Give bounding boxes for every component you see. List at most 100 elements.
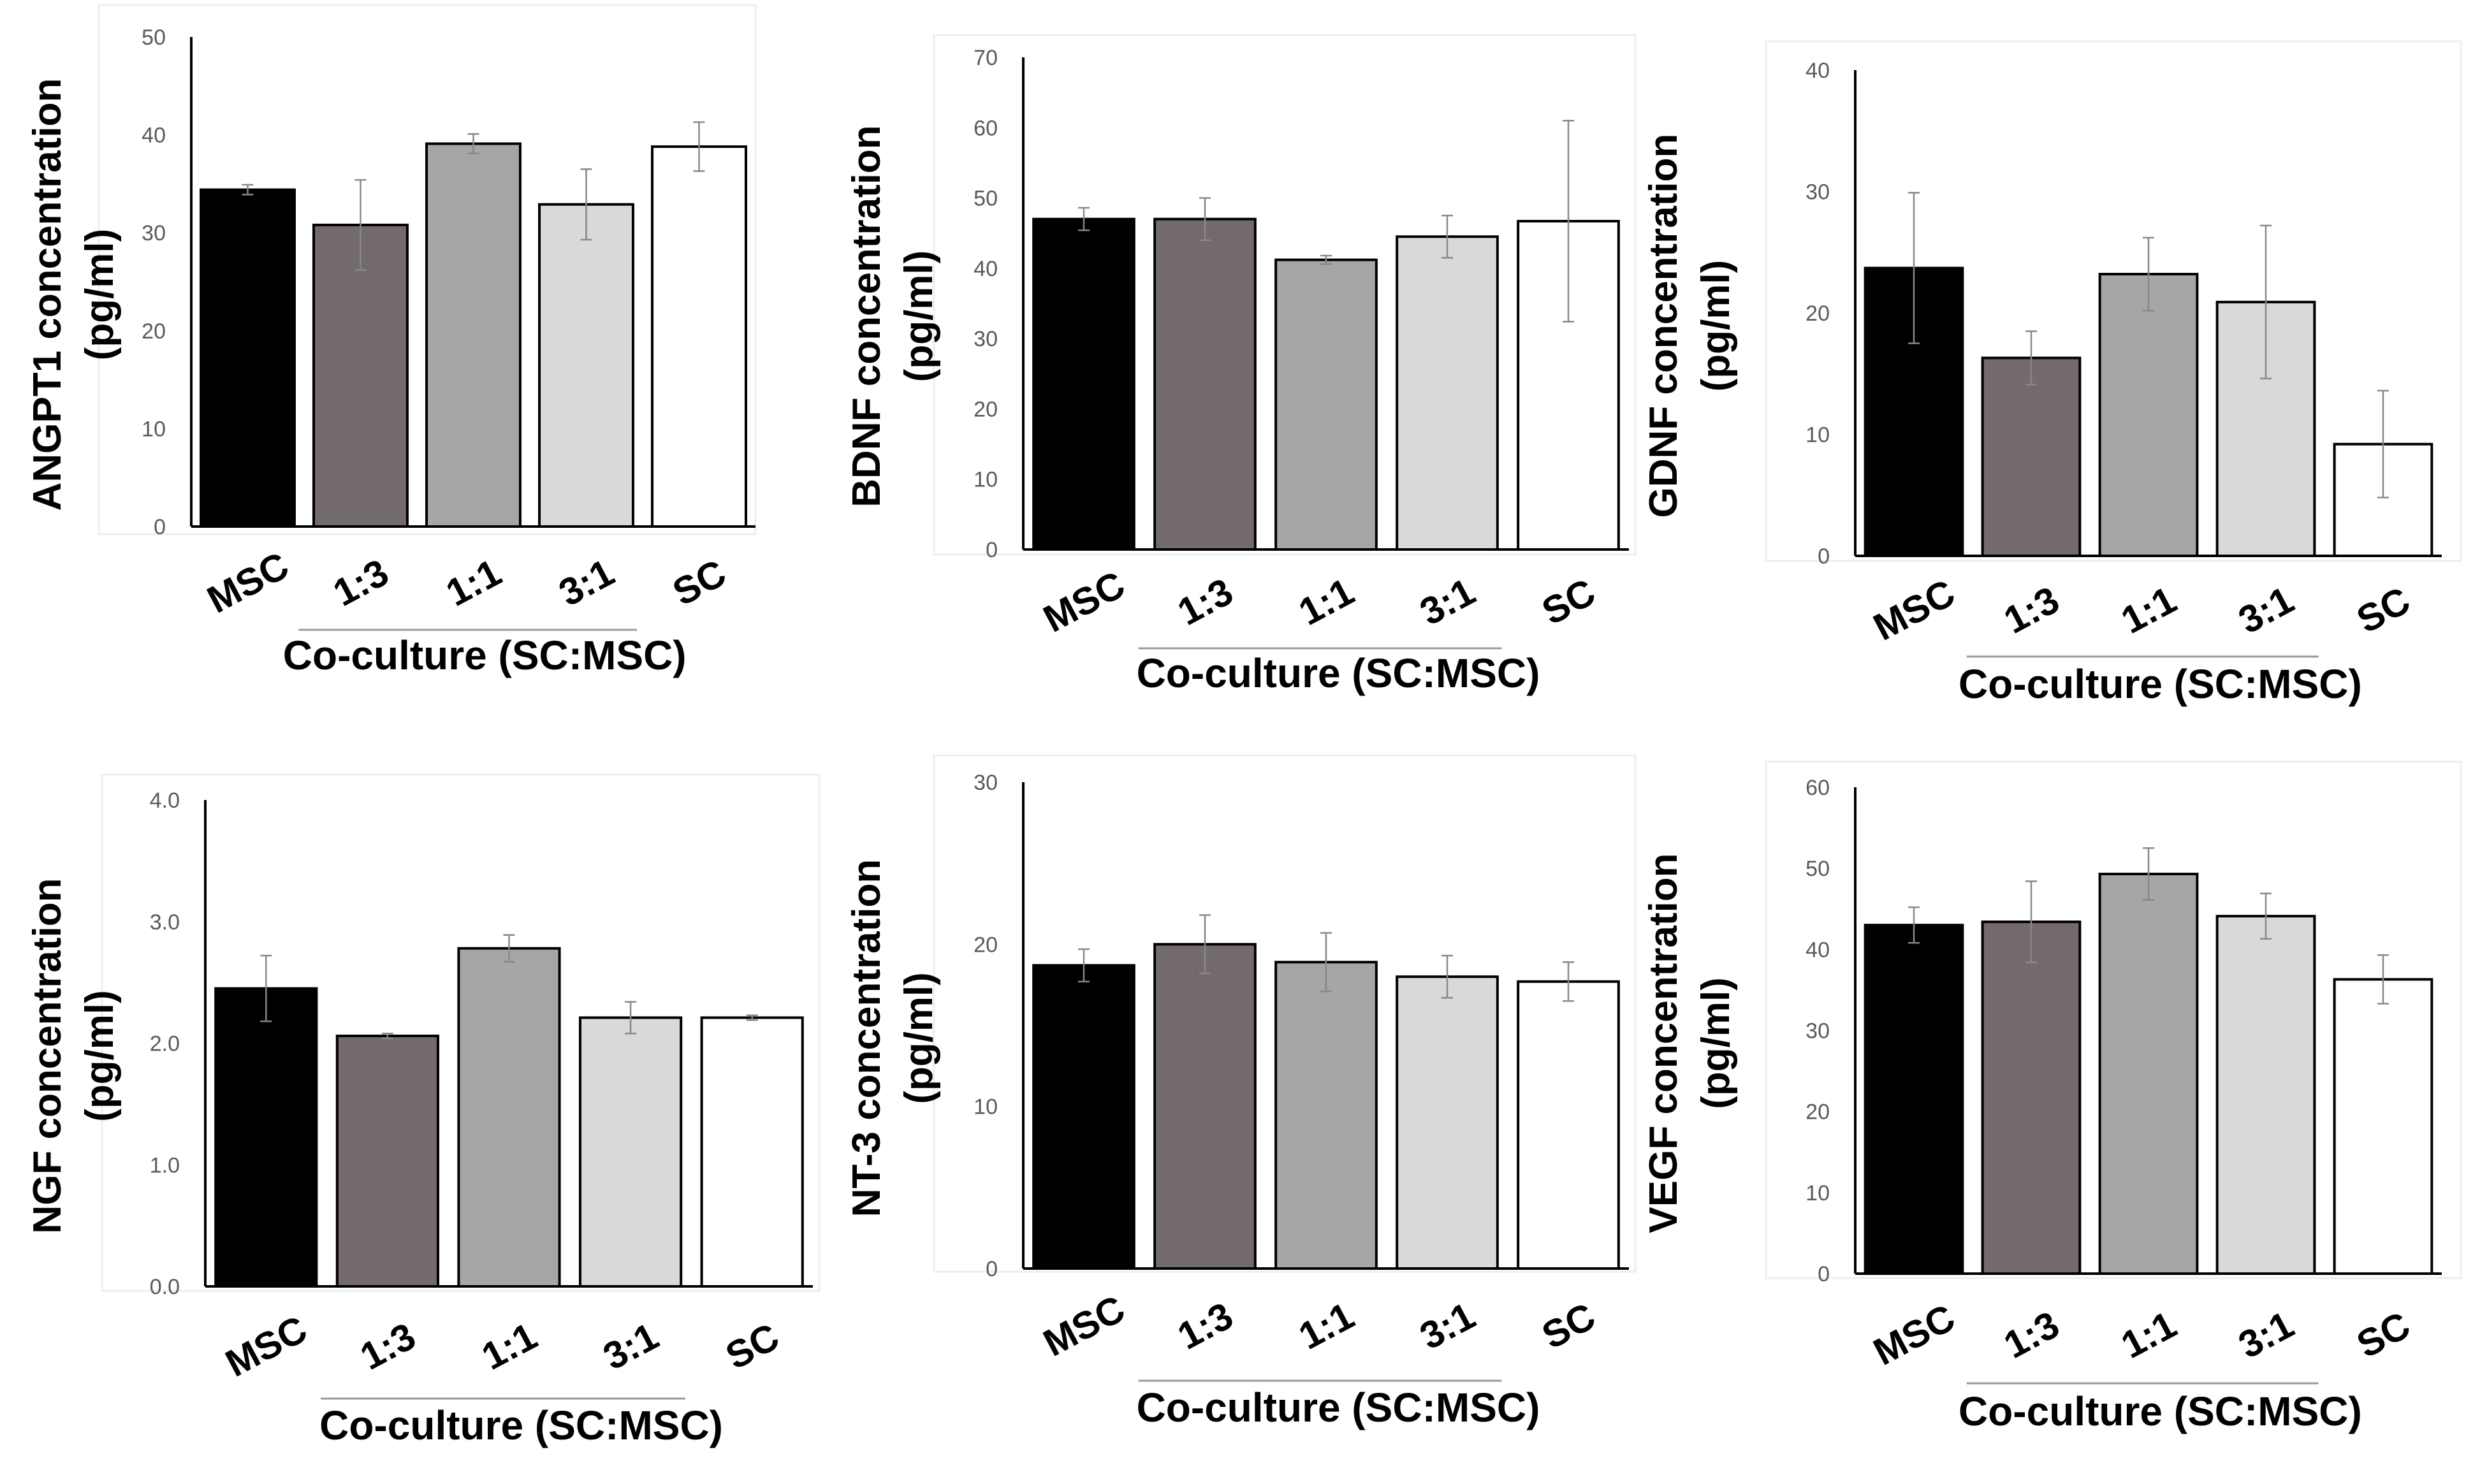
x-category-label: 3:1 [1413, 1294, 1482, 1358]
y-tick-label: 0.0 [150, 1275, 180, 1299]
y-tick-label: 10 [974, 1095, 998, 1119]
y-tick-label: 20 [1806, 1100, 1830, 1124]
chart-border [933, 754, 1637, 1273]
bar-1-1 [1274, 258, 1378, 551]
x-axis-label: Co-culture (SC:MSC) [1959, 1388, 2362, 1434]
y-axis-label: VEGF concentration [1642, 854, 1686, 1233]
y-axis-label: BDNF concentration [845, 125, 889, 507]
bar-1-3 [335, 1035, 439, 1288]
x-category-label: 3:1 [2231, 1303, 2300, 1367]
y-axis-label: GDNF concentration [1642, 134, 1686, 518]
y-tick-label: 40 [1806, 938, 1830, 962]
x-category-label: 1:1 [439, 551, 508, 615]
y-tick-label: 10 [1806, 1181, 1830, 1205]
bar-1-1 [425, 142, 522, 528]
x-category-label: 1:3 [326, 551, 395, 615]
chart-panel-3: 0.0 1.0 2.0 3.0 4.0 MSC 1:3 1:1 3:1 SC Co-culture … [26, 773, 821, 1448]
x-category-label: 3:1 [596, 1314, 665, 1378]
x-category-label: 1:3 [1997, 1303, 2066, 1367]
x-category-label: 1:1 [2114, 1303, 2183, 1367]
y-tick-label: 30 [974, 327, 998, 351]
y-axis-label: NT-3 concentration [845, 859, 889, 1218]
bar-1-1 [2098, 873, 2199, 1275]
x-category-label: 1:3 [1997, 578, 2066, 642]
x-category-label: SC [2350, 1304, 2417, 1366]
x-category-label: MSC [1867, 1296, 1962, 1374]
x-category-label: 1:1 [2114, 578, 2183, 642]
y-tick-label: 10 [974, 468, 998, 492]
y-tick-label: 0 [1818, 544, 1830, 569]
y-tick-label: 20 [142, 319, 166, 344]
chart-border [933, 34, 1637, 556]
chart-panel-5: 0 10 20 30 40 50 60 MSC 1:3 1:1 3:1 SC Co-culture (S… [1642, 760, 2462, 1434]
y-tick-label: 20 [974, 933, 998, 957]
x-category-label: 3:1 [2231, 578, 2300, 642]
x-axis-label: Co-culture (SC:MSC) [283, 632, 687, 678]
y-tick-label: 40 [1806, 59, 1830, 83]
y-tick-label: 30 [974, 771, 998, 795]
y-tick-label: 70 [974, 46, 998, 70]
x-category-label: 1:1 [475, 1314, 544, 1378]
bar-1-1 [1274, 961, 1378, 1270]
y-tick-label: 40 [974, 257, 998, 281]
y-tick-label: 10 [1806, 423, 1830, 447]
y-tick-label: 0 [1818, 1262, 1830, 1286]
chart-panel-0: 0 10 20 30 40 50 MSC 1:3 1:1 3:1 SC Co-culture (SC:… [26, 4, 757, 678]
chart-panel-1: 0 10 20 30 40 50 60 70 MSC 1:3 1:1 3:1 SC Co-culture … [845, 34, 1637, 696]
y-tick-label: 0 [986, 1257, 998, 1281]
chart-border [1765, 760, 2462, 1279]
y-tick-label: 20 [974, 397, 998, 421]
y-tick-label: 1.0 [150, 1153, 180, 1177]
x-category-label: MSC [1037, 1287, 1132, 1365]
y-axis-unit-label: (pg/ml) [897, 972, 941, 1104]
x-axis-label: Co-culture (SC:MSC) [1137, 1385, 1540, 1430]
bar-1-1 [2098, 273, 2199, 557]
y-tick-label: 10 [142, 417, 166, 441]
x-category-label: SC [719, 1315, 786, 1378]
x-category-label: 3:1 [552, 551, 621, 615]
bar-msc [214, 987, 318, 1288]
bar-msc [1864, 924, 1964, 1275]
y-axis-label: ANGPT1 concentration [26, 78, 69, 511]
y-tick-label: 60 [974, 116, 998, 140]
chart-panel-2: 0 10 20 30 40 MSC 1:3 1:1 3:1 SC Co-culture (SC:MS… [1642, 40, 2462, 707]
y-tick-label: 4.0 [150, 789, 180, 813]
x-category-label: 1:1 [1292, 1294, 1361, 1358]
bar-msc [200, 188, 296, 528]
bar-sc [700, 1016, 804, 1288]
x-category-label: 1:3 [1171, 1294, 1239, 1358]
y-axis-unit-label: (pg/ml) [897, 251, 941, 382]
y-tick-label: 30 [142, 221, 166, 245]
y-tick-label: 50 [142, 25, 166, 50]
y-axis-unit-label: (pg/ml) [1694, 260, 1738, 392]
y-tick-label: 50 [1806, 857, 1830, 881]
x-category-label: 1:3 [353, 1314, 422, 1378]
bar-sc [2333, 978, 2433, 1275]
bar-1-3 [1981, 356, 2082, 557]
bar-msc [1032, 217, 1135, 551]
y-tick-label: 60 [1806, 776, 1830, 800]
y-axis-unit-label: (pg/ml) [78, 229, 122, 361]
x-axis-label: Co-culture (SC:MSC) [1959, 661, 2362, 707]
bar-3-1 [1396, 235, 1499, 551]
x-category-label: SC [666, 551, 733, 614]
bar-sc [651, 145, 747, 528]
y-axis-label: NGF concentration [26, 878, 69, 1233]
bar-1-1 [457, 947, 561, 1288]
y-tick-label: 40 [142, 124, 166, 148]
x-category-label: SC [2350, 579, 2417, 641]
x-category-label: SC [1535, 1295, 1602, 1357]
x-category-label: MSC [200, 544, 295, 622]
x-category-label: 3:1 [1413, 570, 1482, 634]
x-category-label: MSC [219, 1307, 314, 1385]
x-category-label: 1:3 [1171, 570, 1239, 634]
x-category-label: MSC [1867, 571, 1962, 649]
bar-msc [1032, 964, 1135, 1270]
y-tick-label: 2.0 [150, 1032, 180, 1056]
chart-panel-4: 0 10 20 30 MSC 1:3 1:1 3:1 SC Co-culture (SC:MSC)… [845, 754, 1637, 1430]
x-axis-label: Co-culture (SC:MSC) [319, 1402, 723, 1448]
bar-3-1 [1396, 975, 1499, 1270]
y-tick-label: 50 [974, 187, 998, 211]
y-tick-label: 0 [986, 538, 998, 562]
